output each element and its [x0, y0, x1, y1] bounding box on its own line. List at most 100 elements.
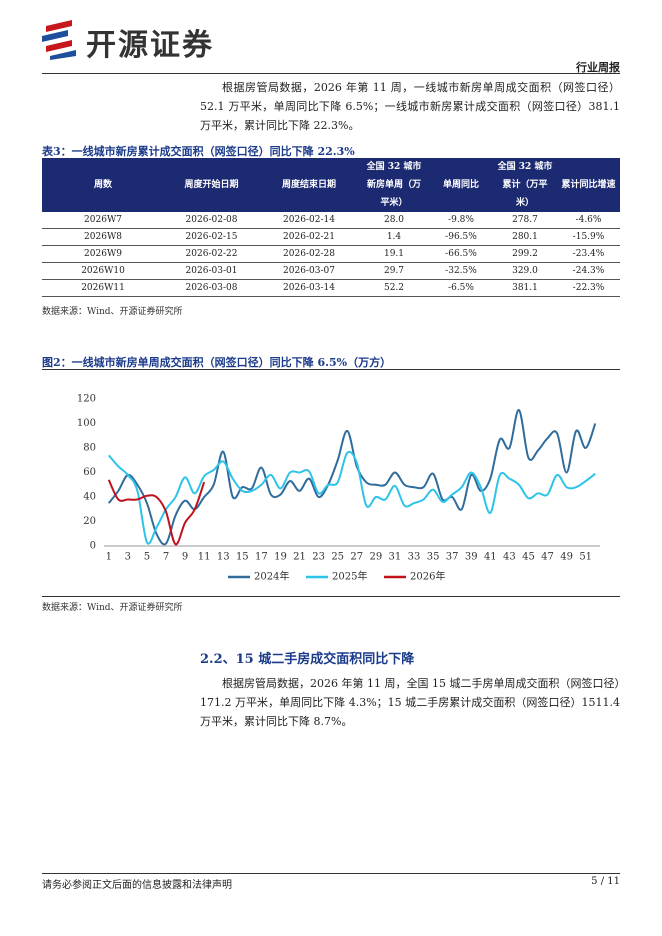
- section-heading: 2.2、15 城二手房成交面积同比下降: [200, 652, 415, 667]
- table-cell: 52.2: [359, 279, 429, 297]
- data-table: 周数 周度开始日期 周度结束日期 全国 32 城市新房单周（万平米） 单周同比 全国 32…: [42, 158, 620, 297]
- table-cell: 2026-02-08: [164, 212, 259, 229]
- table-cell: 2026W10: [42, 262, 164, 280]
- line-series: [107, 479, 206, 546]
- x-tick-label: 17: [255, 552, 268, 563]
- line-series: [107, 409, 597, 546]
- y-tick-label: 20: [83, 516, 96, 527]
- paragraph: 根据房管局数据，2026 年第 11 周，一线城市新房单周成交面积（网签口径）5…: [200, 81, 620, 132]
- table-cell: -66.5%: [429, 245, 493, 263]
- table-cell: -96.5%: [429, 228, 493, 246]
- x-tick-label: 7: [163, 552, 169, 563]
- table-cell: 2026-02-22: [164, 245, 259, 263]
- column-header: 全国 32 城市新房单周（万平米）: [359, 158, 429, 212]
- table-cell: 381.1: [493, 279, 557, 297]
- disclaimer: 请务必参阅正文后面的信息披露和法律声明: [42, 880, 232, 891]
- logo-mark: [42, 20, 76, 60]
- x-tick-label: 29: [369, 552, 382, 563]
- x-tick-label: 43: [503, 552, 516, 563]
- logo-text: 开源证券: [86, 28, 214, 63]
- y-tick-label: 120: [77, 394, 96, 405]
- x-tick-label: 1: [106, 552, 112, 563]
- table-cell: 2026-03-01: [164, 262, 259, 280]
- table-cell: 19.1: [359, 245, 429, 263]
- y-tick-label: 0: [90, 541, 96, 552]
- y-tick-label: 100: [77, 418, 96, 429]
- table-cell: 2026-02-15: [164, 228, 259, 246]
- table-cell: 2026-02-21: [259, 228, 359, 246]
- table-cell: 299.2: [493, 245, 557, 263]
- legend-label: 2024年: [254, 570, 289, 583]
- x-tick-label: 39: [465, 552, 478, 563]
- table-cell: -6.5%: [429, 279, 493, 297]
- table-cell: 278.7: [493, 212, 557, 229]
- x-tick-label: 41: [484, 552, 497, 563]
- x-tick-label: 31: [389, 552, 402, 563]
- report-type: 行业周报: [576, 61, 620, 74]
- y-tick-label: 60: [83, 467, 96, 478]
- table-cell: 2026-03-14: [259, 279, 359, 297]
- table-cell: 28.0: [359, 212, 429, 229]
- x-tick-label: 51: [579, 552, 592, 563]
- table-cell: -15.9%: [557, 228, 620, 246]
- y-tick-label: 80: [83, 443, 96, 454]
- column-header: 周度结束日期: [259, 158, 359, 212]
- x-tick-label: 27: [350, 552, 363, 563]
- paragraph: 根据房管局数据，2026 年第 11 周，全国 15 城二手房单周成交面积（网签…: [200, 677, 620, 728]
- table-cell: 2026W11: [42, 279, 164, 297]
- x-tick-label: 5: [144, 552, 150, 563]
- footer-rule: [42, 873, 620, 874]
- x-tick-label: 35: [427, 552, 440, 563]
- table-cell: -9.8%: [429, 212, 493, 229]
- x-tick-label: 25: [331, 552, 344, 563]
- table-row: 2026W10 2026-03-01 2026-03-07 29.7 -32.5% 329…: [42, 262, 620, 280]
- table-cell: 2026-02-14: [259, 212, 359, 229]
- table-cell: 329.0: [493, 262, 557, 280]
- column-header: 累计同比增速: [557, 158, 620, 212]
- table-cell: 2026W8: [42, 228, 164, 246]
- x-tick-label: 15: [236, 552, 249, 563]
- y-tick-label: 40: [83, 492, 96, 503]
- column-header: 全国 32 城市累计（万平米）: [493, 158, 557, 212]
- table-row: 2026W8 2026-02-15 2026-02-21 1.4 -96.5% 280.1…: [42, 228, 620, 246]
- legend-label: 2026年: [410, 570, 445, 583]
- x-tick-label: 9: [182, 552, 188, 563]
- table-cell: 1.4: [359, 228, 429, 246]
- x-tick-label: 3: [125, 552, 131, 563]
- figure-rule: [42, 369, 620, 370]
- x-tick-label: 37: [446, 552, 459, 563]
- table-cell: -32.5%: [429, 262, 493, 280]
- column-header: 周数: [42, 158, 164, 212]
- x-tick-label: 49: [560, 552, 573, 563]
- x-tick-label: 19: [274, 552, 287, 563]
- source: 数据来源：Wind、开源证券研究所: [42, 307, 183, 317]
- table-cell: 2026-03-08: [164, 279, 259, 297]
- table-cell: 2026-02-28: [259, 245, 359, 263]
- column-header: 周度开始日期: [164, 158, 259, 212]
- table-row: 2026W9 2026-02-22 2026-02-28 19.1 -66.5% 299.…: [42, 245, 620, 263]
- table-cell: 2026W9: [42, 245, 164, 263]
- x-tick-label: 45: [522, 552, 535, 563]
- table-cell: -23.4%: [557, 245, 620, 263]
- table-title: 表3：一线城市新房累计成交面积（网签口径）同比下降 22.3%: [42, 145, 355, 158]
- table-cell: -4.6%: [557, 212, 620, 229]
- figure-title: 图2：一线城市新房单周成交面积（网签口径）同比下降 6.5%（万方）: [42, 356, 392, 369]
- header-rule: [42, 73, 620, 74]
- table-cell: 2026W7: [42, 212, 164, 229]
- table-cell: 280.1: [493, 228, 557, 246]
- source: 数据来源：Wind、开源证券研究所: [42, 603, 183, 613]
- legend-label: 2025年: [332, 570, 367, 583]
- table-cell: 2026-03-07: [259, 262, 359, 280]
- header-row: 周数 周度开始日期 周度结束日期 全国 32 城市新房单周（万平米） 单周同比 全国 32…: [42, 158, 620, 212]
- page-number: 5 / 11: [591, 876, 620, 887]
- column-header: 单周同比: [429, 158, 493, 212]
- table-cell: -22.3%: [557, 279, 620, 297]
- x-tick-label: 47: [541, 552, 554, 563]
- x-tick-label: 33: [408, 552, 421, 563]
- figure-rule: [42, 596, 620, 597]
- line-series: [108, 450, 596, 545]
- x-tick-label: 11: [198, 552, 211, 563]
- x-tick-label: 23: [312, 552, 325, 563]
